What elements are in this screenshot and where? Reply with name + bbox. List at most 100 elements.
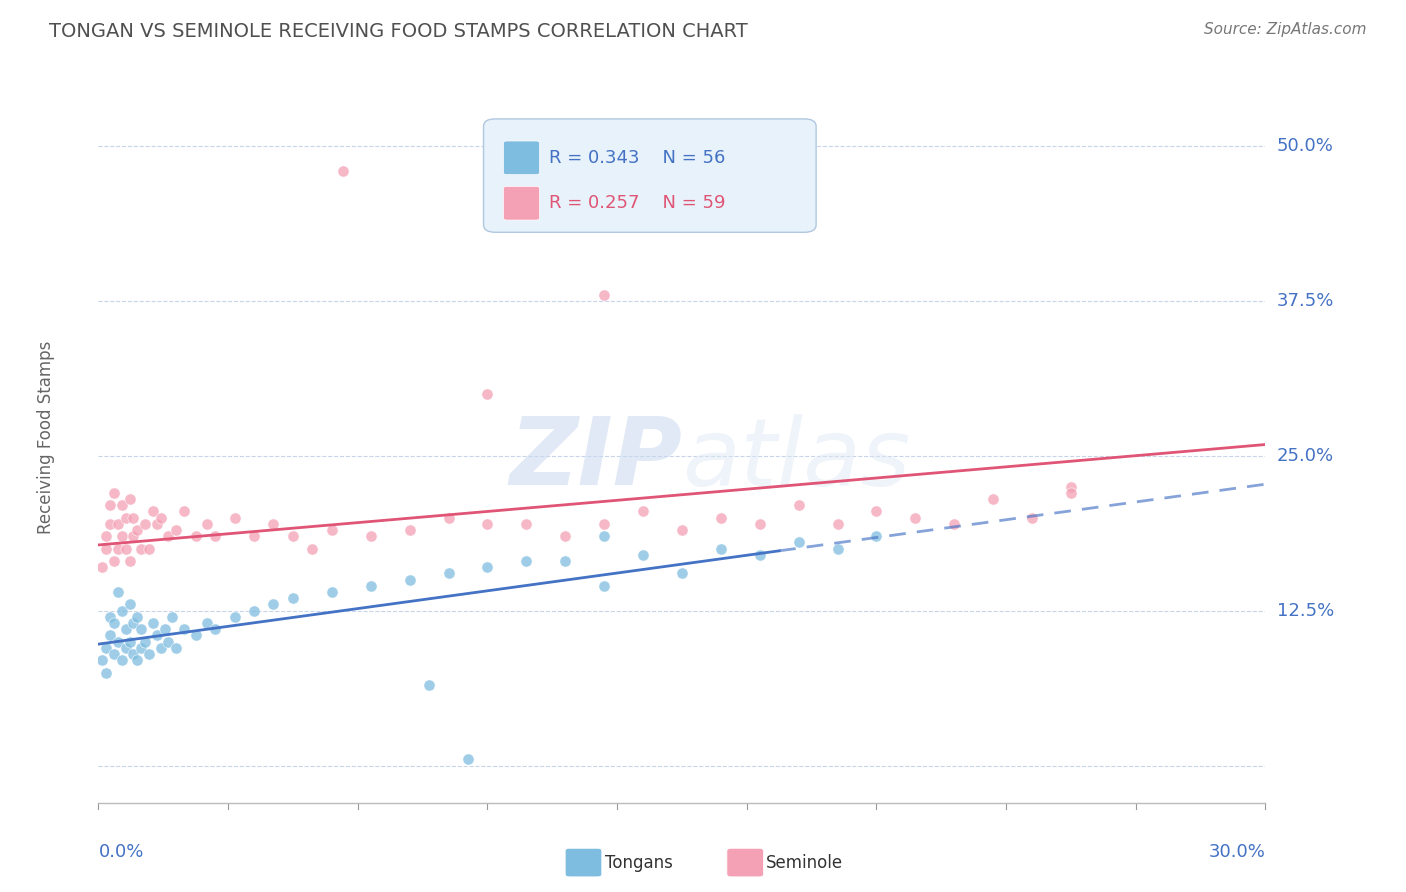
Point: [107, 541, 129, 556]
Point: [103, 615, 125, 630]
Point: [243, 604, 266, 618]
Point: [98, 628, 121, 642]
Point: [943, 516, 966, 531]
Point: [184, 628, 207, 642]
Point: [118, 491, 141, 506]
Text: 25.0%: 25.0%: [1277, 447, 1334, 465]
Text: R = 0.343    N = 56: R = 0.343 N = 56: [548, 149, 725, 167]
Point: [103, 486, 125, 500]
Point: [114, 510, 136, 524]
Point: [118, 554, 141, 568]
Text: 0.0%: 0.0%: [98, 843, 143, 861]
Point: [127, 653, 149, 667]
Point: [515, 554, 537, 568]
Text: Source: ZipAtlas.com: Source: ZipAtlas.com: [1204, 22, 1367, 37]
Point: [477, 386, 499, 401]
Text: 50.0%: 50.0%: [1277, 136, 1333, 154]
Point: [173, 622, 195, 636]
Point: [173, 504, 195, 518]
Point: [554, 554, 576, 568]
Point: [153, 622, 176, 636]
Point: [98, 498, 121, 512]
Point: [157, 634, 180, 648]
Point: [157, 529, 180, 543]
Point: [787, 535, 810, 549]
Point: [321, 523, 343, 537]
Point: [184, 529, 207, 543]
FancyBboxPatch shape: [503, 186, 540, 220]
Text: Tongans: Tongans: [605, 854, 672, 871]
Point: [981, 491, 1004, 506]
Point: [91, 560, 114, 574]
Point: [827, 541, 849, 556]
Text: R = 0.257    N = 59: R = 0.257 N = 59: [548, 194, 725, 212]
Point: [281, 529, 304, 543]
Point: [671, 523, 693, 537]
Point: [418, 678, 440, 692]
Point: [107, 634, 129, 648]
Point: [118, 634, 141, 648]
Point: [224, 510, 246, 524]
Point: [593, 287, 616, 301]
Point: [321, 585, 343, 599]
Point: [127, 610, 149, 624]
Point: [301, 541, 323, 556]
Point: [904, 510, 927, 524]
Point: [332, 163, 354, 178]
Text: 30.0%: 30.0%: [1209, 843, 1265, 861]
Point: [398, 523, 420, 537]
Point: [122, 615, 145, 630]
Point: [1060, 486, 1083, 500]
Point: [111, 498, 134, 512]
Point: [593, 516, 616, 531]
Point: [165, 640, 187, 655]
Point: [554, 529, 576, 543]
Text: Receiving Food Stamps: Receiving Food Stamps: [37, 341, 55, 533]
Point: [142, 615, 165, 630]
Point: [195, 615, 218, 630]
Point: [91, 653, 114, 667]
Point: [122, 510, 145, 524]
Point: [146, 516, 169, 531]
Point: [134, 516, 156, 531]
Point: [360, 529, 382, 543]
Point: [1060, 480, 1083, 494]
Point: [262, 598, 284, 612]
Point: [122, 529, 145, 543]
Point: [631, 548, 654, 562]
Point: [138, 647, 160, 661]
Point: [477, 516, 499, 531]
Point: [1021, 510, 1043, 524]
Point: [865, 504, 887, 518]
Point: [114, 640, 136, 655]
Point: [107, 516, 129, 531]
Point: [360, 579, 382, 593]
Point: [437, 566, 460, 581]
Point: [710, 541, 733, 556]
Text: 12.5%: 12.5%: [1277, 601, 1334, 620]
Point: [195, 516, 218, 531]
Text: 37.5%: 37.5%: [1277, 292, 1334, 310]
Point: [398, 573, 420, 587]
Point: [748, 516, 770, 531]
Point: [243, 529, 266, 543]
Point: [111, 529, 134, 543]
Text: atlas: atlas: [682, 414, 910, 505]
FancyBboxPatch shape: [503, 141, 540, 175]
Point: [281, 591, 304, 606]
Point: [457, 752, 479, 766]
Point: [103, 554, 125, 568]
Point: [98, 516, 121, 531]
Point: [134, 634, 156, 648]
Text: ZIP: ZIP: [509, 413, 682, 505]
Point: [631, 504, 654, 518]
Point: [204, 622, 226, 636]
Point: [127, 523, 149, 537]
Point: [114, 541, 136, 556]
Point: [122, 647, 145, 661]
Point: [515, 516, 537, 531]
Point: [149, 510, 172, 524]
Point: [827, 516, 849, 531]
Point: [98, 610, 121, 624]
Point: [96, 541, 118, 556]
